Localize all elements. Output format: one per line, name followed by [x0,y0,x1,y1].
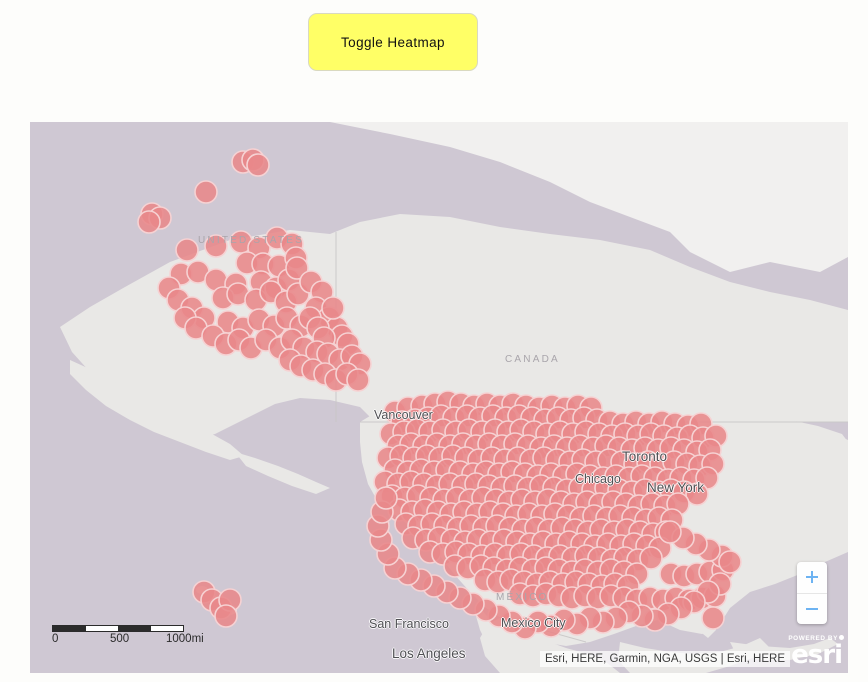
map-point-marker[interactable] [718,550,742,574]
map-point-marker[interactable] [214,604,238,628]
scale-label-zero: 0 [52,633,59,645]
map-point-marker[interactable] [194,180,218,204]
toggle-heatmap-button[interactable]: Toggle Heatmap [308,13,478,71]
map-point-marker[interactable] [285,256,309,280]
scale-label-max: 1000mi [166,633,204,645]
zoom-out-button[interactable] [797,594,827,625]
map-attribution[interactable]: Esri, HERE, Garmin, NGA, USGS | Esri, HE… [539,651,790,667]
map-point-marker[interactable] [701,606,725,630]
map-point-marker[interactable] [658,520,682,544]
map-point-marker[interactable] [137,210,161,234]
plus-icon [805,570,819,584]
zoom-controls[interactable] [797,562,827,624]
map-point-marker[interactable] [374,486,398,510]
map-point-marker[interactable] [639,546,663,570]
zoom-in-button[interactable] [797,562,827,594]
map-point-marker[interactable] [204,234,228,258]
map-point-marker[interactable] [175,238,199,262]
minus-icon [805,602,819,616]
map-point-marker[interactable] [685,482,709,506]
map-point-marker[interactable] [346,368,370,392]
scale-bar-labels: 0 500 1000mi [52,633,204,647]
scale-bar: 0 500 1000mi [52,625,204,647]
scale-bar-segments [52,625,184,632]
map-view[interactable]: UNITED STATES CANADA MÉXICO Vancouver Sa… [30,122,848,673]
scale-label-mid: 500 [110,633,130,645]
map-point-marker[interactable] [246,153,270,177]
map-point-marker[interactable] [321,296,345,320]
point-marker-layer[interactable] [30,122,848,673]
toolbar: Toggle Heatmap [0,0,868,122]
